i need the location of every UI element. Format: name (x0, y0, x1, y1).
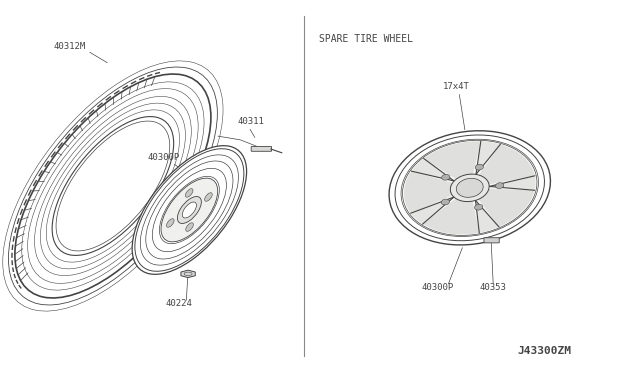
Ellipse shape (205, 193, 212, 201)
FancyBboxPatch shape (484, 238, 499, 243)
Ellipse shape (456, 178, 483, 198)
Text: 40311: 40311 (237, 117, 264, 126)
Polygon shape (422, 193, 479, 234)
Ellipse shape (442, 174, 450, 180)
Ellipse shape (166, 219, 174, 227)
Ellipse shape (441, 199, 449, 205)
Ellipse shape (476, 164, 483, 170)
Ellipse shape (495, 183, 504, 189)
Ellipse shape (132, 146, 246, 274)
Ellipse shape (474, 204, 483, 210)
Polygon shape (474, 188, 534, 227)
Ellipse shape (389, 131, 550, 245)
Text: J43300ZM: J43300ZM (518, 346, 572, 356)
Text: 40353: 40353 (479, 283, 506, 292)
Ellipse shape (186, 189, 193, 197)
Ellipse shape (186, 223, 193, 231)
Text: 17x4T: 17x4T (443, 82, 470, 91)
Text: 40300P: 40300P (422, 283, 454, 292)
Polygon shape (476, 201, 499, 233)
Polygon shape (412, 158, 454, 181)
Ellipse shape (177, 196, 202, 224)
FancyBboxPatch shape (251, 147, 271, 151)
Text: 40224: 40224 (166, 299, 193, 308)
Polygon shape (404, 171, 461, 213)
Polygon shape (411, 197, 454, 224)
Ellipse shape (161, 178, 218, 242)
Polygon shape (181, 270, 195, 278)
Ellipse shape (451, 174, 489, 202)
Text: 40300P: 40300P (148, 153, 180, 162)
Polygon shape (474, 144, 535, 186)
Polygon shape (476, 141, 500, 174)
Polygon shape (489, 176, 536, 190)
Ellipse shape (182, 202, 196, 218)
Text: SPARE TIRE WHEEL: SPARE TIRE WHEEL (319, 34, 413, 44)
Ellipse shape (15, 74, 211, 298)
Polygon shape (424, 141, 481, 183)
Text: 40312M: 40312M (54, 42, 86, 51)
Ellipse shape (403, 140, 537, 235)
